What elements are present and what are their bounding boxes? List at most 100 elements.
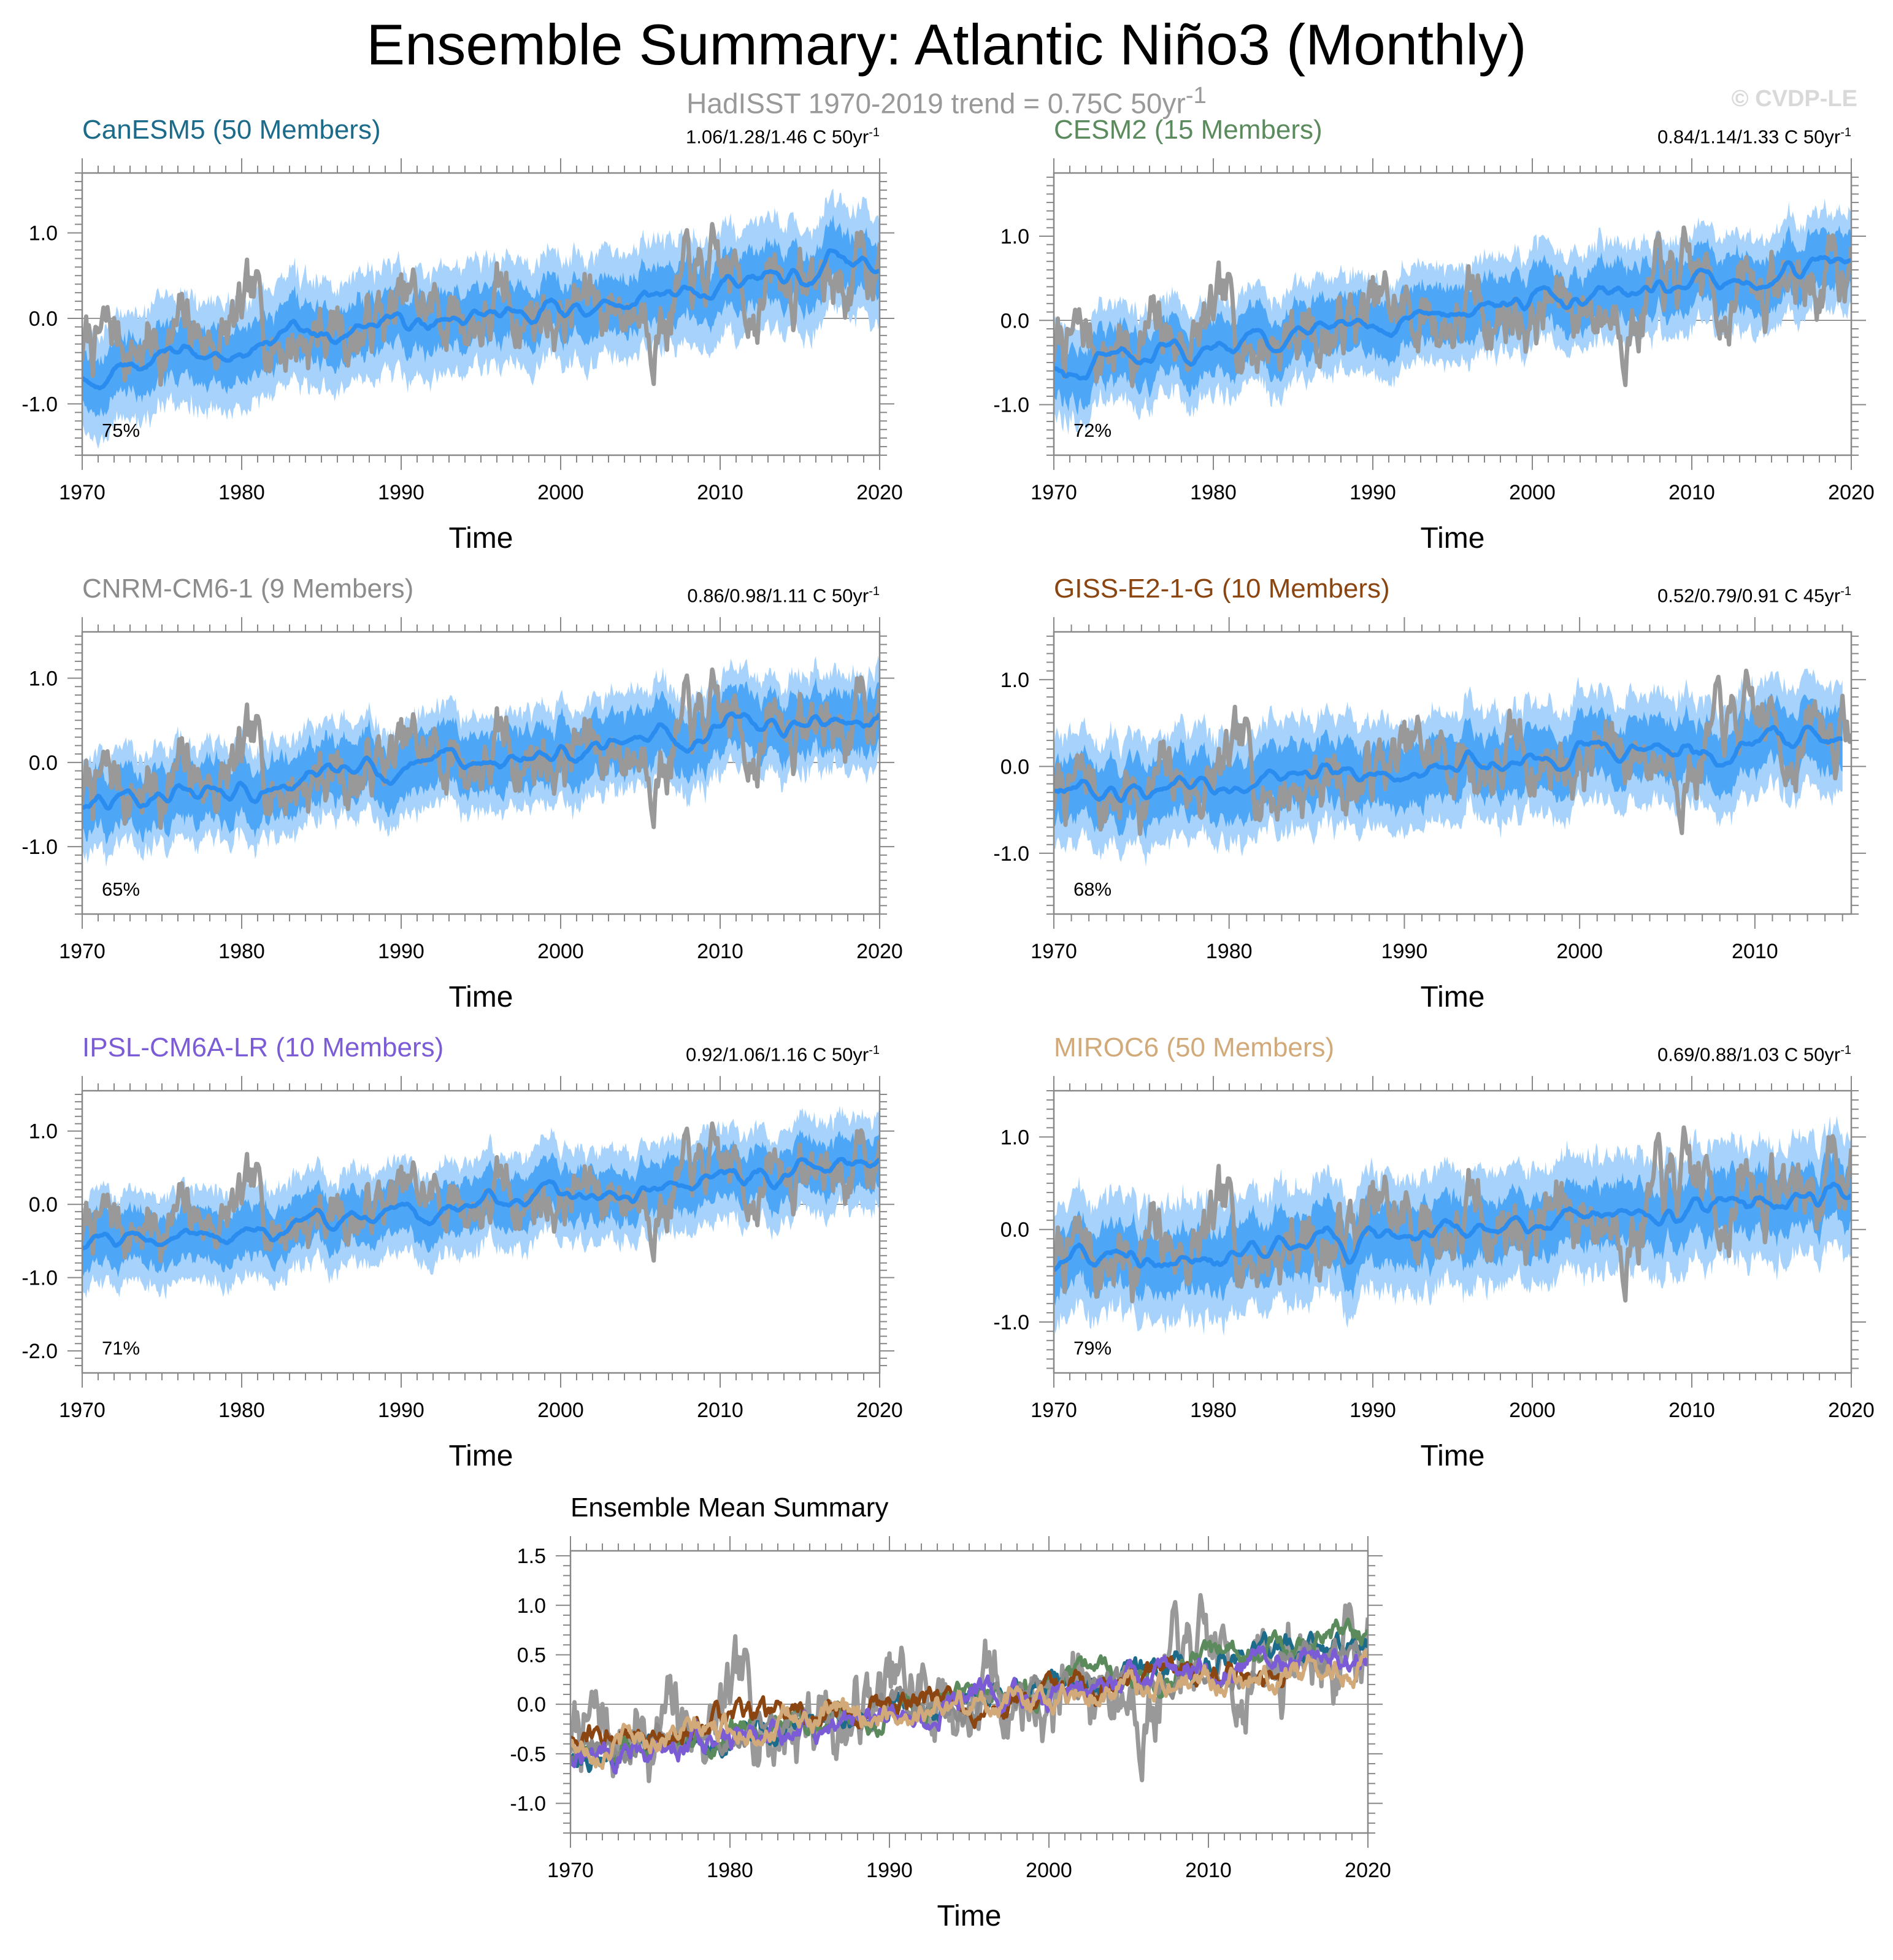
figure-subtitle: HadISST 1970-2019 trend = 0.75C 50yr-1 [0, 79, 1893, 120]
x-axis-label-ipsl: Time [448, 1440, 513, 1472]
x-tick-label: 2010 [697, 481, 743, 504]
x-tick-label: 2000 [1556, 940, 1603, 963]
y-tick-label: -1.0 [21, 1267, 58, 1290]
x-tick-label: 2010 [1185, 1859, 1232, 1882]
y-tick-label: -1.0 [993, 1311, 1029, 1334]
watermark: © CVDP-LE [1731, 86, 1857, 112]
x-tick-label: 1970 [59, 940, 106, 963]
series-line-ensemble-mean [1054, 255, 1851, 381]
ensemble-spread-inner [1054, 1146, 1851, 1306]
ensemble-spread-outer [1054, 668, 1843, 867]
pct-label-ipsl: 71% [102, 1337, 140, 1359]
y-tick-label: -1.0 [21, 393, 58, 416]
x-tick-label: 1970 [1031, 940, 1077, 963]
x-tick-label: 2020 [1828, 1399, 1875, 1422]
x-tick-label: 2020 [1345, 1859, 1391, 1882]
x-tick-label: 1980 [218, 481, 265, 504]
series-line-miroc6 [570, 1649, 1368, 1770]
series-line-canesm5 [570, 1631, 1368, 1774]
x-tick-label: 1970 [1031, 481, 1077, 504]
panel-title-canesm5: CanESM5 (50 Members) [82, 115, 381, 145]
x-tick-label: 1970 [1031, 1399, 1077, 1422]
y-tick-label: 0.0 [517, 1693, 546, 1716]
x-tick-label: 2000 [537, 940, 584, 963]
series-line-cesm2 [570, 1617, 1368, 1765]
panel-trend-canesm5: 1.06/1.28/1.46 C 50yr-1 [512, 120, 880, 149]
series-line-hadisst [1054, 668, 1851, 836]
x-tick-label: 1980 [1190, 1399, 1237, 1422]
x-tick-label: 2010 [697, 940, 743, 963]
series-line-cnrm-cm6-1 [570, 1637, 1368, 1764]
trend-value: 1.06/1.28/1.46 C 50yr [686, 126, 869, 148]
trend-value: 0.92/1.06/1.16 C 50yr [686, 1043, 869, 1066]
x-axis-label-summary: Time [937, 1900, 1002, 1932]
panel-trend-giss: 0.52/0.79/0.91 C 45yr-1 [1483, 579, 1851, 608]
series-line-ensemble-mean [82, 1156, 880, 1251]
plot-frame [81, 1090, 881, 1374]
x-tick-label: 1990 [378, 481, 424, 504]
trend-superscript: -1 [869, 126, 880, 139]
y-tick-label: -1.0 [993, 842, 1029, 866]
pct-label-canesm5: 75% [102, 420, 140, 441]
ensemble-spread-outer [82, 1105, 880, 1300]
panel-trend-cnrm: 0.86/0.98/1.11 C 50yr-1 [512, 579, 880, 608]
series-line-hadisst [570, 1593, 1368, 1783]
x-axis-label-canesm5: Time [448, 522, 513, 555]
trend-value: 0.84/1.14/1.33 C 50yr [1657, 126, 1841, 148]
series-line-hadisst [1054, 225, 1851, 388]
plot-frame [1053, 631, 1853, 915]
trend-value: 0.69/0.88/1.03 C 50yr [1657, 1043, 1841, 1066]
plot-frame [81, 631, 881, 915]
trend-value: 0.86/0.98/1.11 C 50yr [687, 585, 869, 607]
plot-frame [1053, 1090, 1853, 1374]
pct-label-cnrm: 65% [102, 878, 140, 900]
x-tick-label: 2020 [856, 481, 903, 504]
x-tick-label: 1990 [866, 1859, 913, 1882]
panel-title-summary: Ensemble Mean Summary [570, 1493, 889, 1523]
series-line-hadisst [82, 221, 880, 387]
y-tick-label: 0.0 [29, 751, 58, 775]
panel-trend-miroc6: 0.69/0.88/1.03 C 50yr-1 [1483, 1038, 1851, 1067]
x-tick-label: 2010 [1668, 1399, 1715, 1422]
series-line-ensemble-mean [1054, 1182, 1851, 1272]
y-tick-label: 0.0 [29, 1193, 58, 1216]
panel-title-cnrm: CNRM-CM6-1 (9 Members) [82, 574, 414, 604]
x-tick-label: 2020 [856, 1399, 903, 1422]
subtitle-superscript: -1 [1185, 82, 1207, 109]
trend-superscript: -1 [869, 1043, 880, 1057]
figure-title: Ensemble Summary: Atlantic Niño3 (Monthl… [366, 12, 1527, 77]
series-line-ensemble-mean [82, 248, 880, 391]
pct-label-miroc6: 79% [1073, 1337, 1112, 1359]
y-tick-label: -1.0 [21, 836, 58, 859]
y-tick-label: 0.0 [1000, 1218, 1029, 1242]
y-tick-label: -1.0 [993, 394, 1029, 417]
y-tick-label: 0.0 [1000, 755, 1029, 778]
ensemble-spread-inner [82, 1129, 880, 1278]
y-tick-label: 1.0 [29, 667, 58, 691]
x-tick-label: 1970 [547, 1859, 594, 1882]
x-tick-label: 1970 [59, 1399, 106, 1422]
trend-superscript: -1 [869, 585, 880, 598]
x-tick-label: 2000 [537, 481, 584, 504]
y-tick-label: 1.0 [1000, 669, 1029, 692]
panel-title-cesm2: CESM2 (15 Members) [1054, 115, 1323, 145]
x-tick-label: 2000 [1509, 1399, 1556, 1422]
ensemble-spread-inner [82, 214, 880, 417]
x-tick-label: 1990 [1350, 481, 1396, 504]
x-tick-label: 1990 [1350, 1399, 1396, 1422]
x-tick-label: 2000 [1509, 481, 1556, 504]
panel-trend-cesm2: 0.84/1.14/1.33 C 50yr-1 [1483, 120, 1851, 149]
plot-frame [81, 172, 881, 456]
y-tick-label: 0.5 [517, 1643, 546, 1667]
x-axis-label-cnrm: Time [448, 981, 513, 1013]
ensemble-spread-outer [1054, 198, 1851, 434]
x-tick-label: 2020 [1828, 481, 1875, 504]
plot-frame [1053, 172, 1853, 456]
ensemble-spread-inner [82, 677, 880, 845]
x-tick-label: 1980 [1206, 940, 1253, 963]
x-tick-label: 2010 [697, 1399, 743, 1422]
y-tick-label: 0.0 [29, 307, 58, 331]
y-tick-label: -0.5 [510, 1743, 546, 1766]
y-tick-label: 1.0 [29, 222, 58, 245]
y-tick-label: 1.0 [29, 1120, 58, 1143]
